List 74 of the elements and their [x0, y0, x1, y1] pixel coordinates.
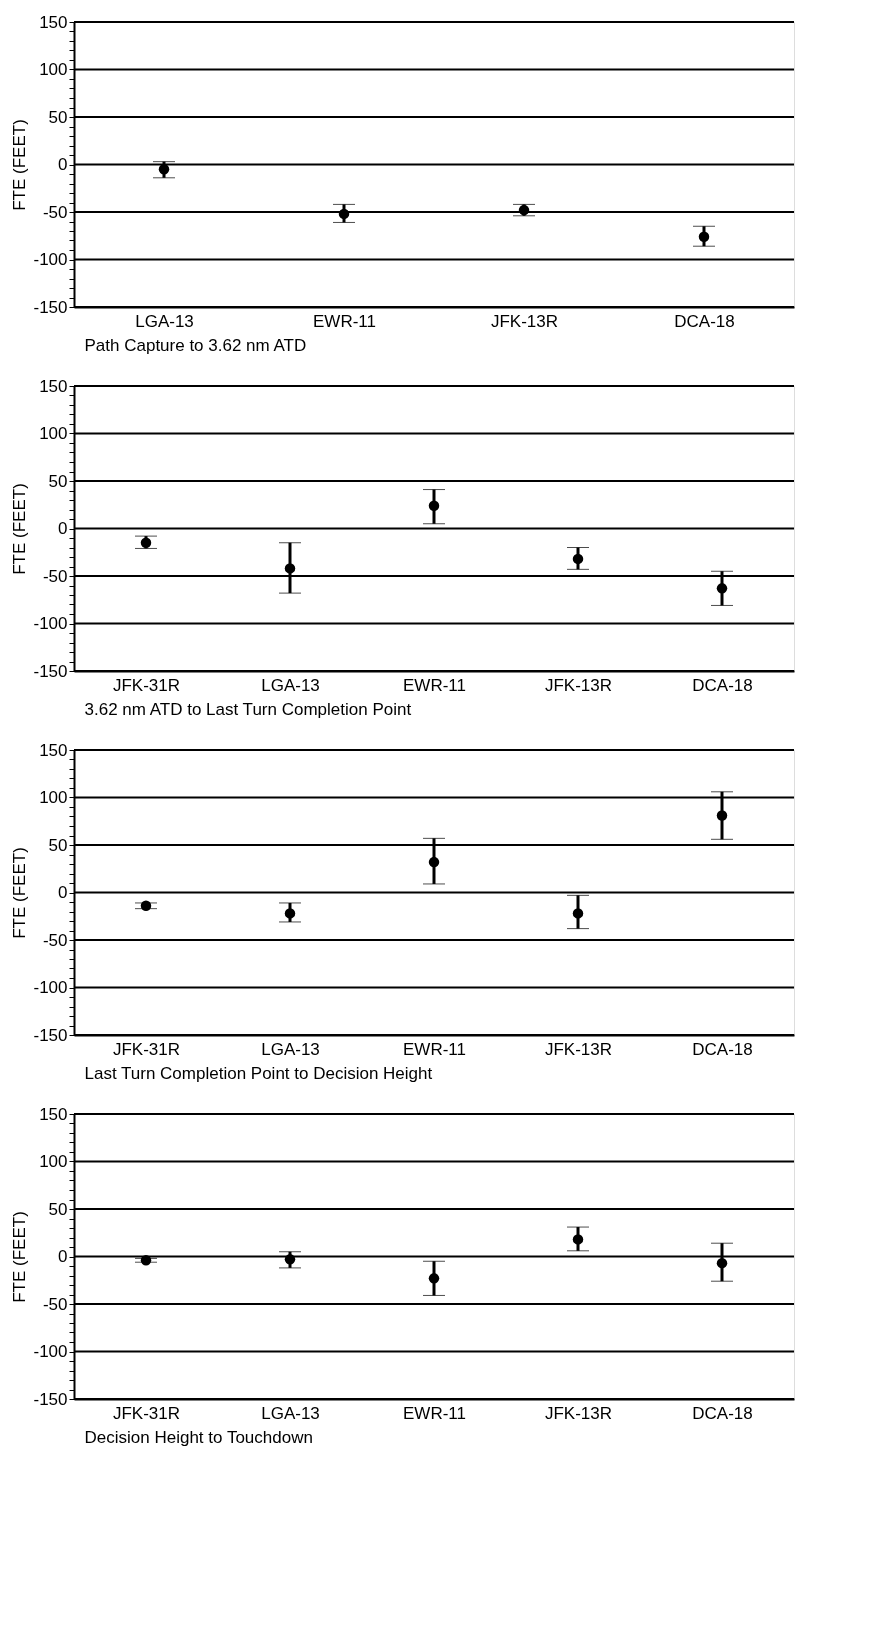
x-tick-label: JFK-31R	[112, 1403, 181, 1423]
y-tick-label: 100	[39, 788, 68, 807]
y-tick-label: 0	[58, 519, 68, 538]
y-tick-label: 50	[48, 107, 68, 127]
y-tick-label: 150	[39, 740, 68, 760]
x-tick-label: DCA-18	[674, 311, 735, 331]
x-tick-label: EWR-11	[403, 1403, 466, 1423]
y-tick-label: 100	[39, 424, 68, 443]
y-tick-label: -100	[33, 250, 68, 269]
point	[284, 1254, 296, 1265]
y-tick-label: -150	[33, 1025, 68, 1045]
x-tick-label: DCA-18	[692, 1403, 753, 1423]
y-axis-title: FTE (FEET)	[10, 119, 30, 211]
y-tick-label: -50	[42, 566, 68, 586]
x-tick-label: LGA-13	[261, 1039, 320, 1059]
x-axis-title: Path Capture to 3.62 nm ATD	[84, 335, 307, 355]
x-tick-label: DCA-18	[692, 1039, 753, 1059]
point	[428, 856, 440, 868]
y-tick-label: 50	[48, 835, 68, 855]
y-tick-label: 150	[39, 12, 68, 32]
x-tick-label: DCA-18	[692, 675, 753, 695]
point	[572, 553, 584, 565]
x-tick-label: EWR-11	[313, 311, 376, 331]
point	[140, 900, 152, 912]
point	[284, 908, 296, 919]
y-tick-label: -150	[33, 1389, 68, 1409]
y-tick-label: 150	[39, 1104, 68, 1124]
point	[158, 164, 170, 175]
y-tick-label: 50	[48, 1199, 68, 1219]
y-tick-label: -150	[33, 297, 68, 317]
x-tick-label: LGA-13	[261, 675, 320, 695]
point	[284, 563, 296, 574]
y-tick-label: -50	[42, 202, 68, 222]
point	[572, 1234, 584, 1245]
y-axis-title: FTE (FEET)	[10, 483, 30, 575]
point	[140, 537, 152, 548]
x-axis-title: 3.62 nm ATD to Last Turn Completion Point	[84, 699, 412, 719]
x-tick-label: JFK-13R	[544, 675, 613, 695]
point	[698, 231, 710, 242]
y-tick-label: -100	[33, 614, 68, 633]
x-tick-label: EWR-11	[403, 1039, 466, 1059]
x-tick-label: JFK-13R	[544, 1403, 613, 1423]
x-axis-title: Last Turn Completion Point to Decision Height	[84, 1063, 433, 1083]
point	[338, 208, 350, 220]
x-tick-label: LGA-13	[261, 1403, 320, 1423]
y-tick-label: -150	[33, 661, 68, 681]
y-tick-label: 0	[58, 1247, 68, 1266]
y-axis-title: FTE (FEET)	[10, 847, 30, 939]
y-tick-label: 100	[39, 60, 68, 79]
y-tick-label: 50	[48, 471, 68, 491]
x-axis-title: Decision Height to Touchdown	[84, 1427, 313, 1447]
point	[572, 908, 584, 919]
y-tick-label: -50	[42, 930, 68, 950]
y-tick-label: -50	[42, 1294, 68, 1314]
x-tick-label: JFK-31R	[112, 1039, 181, 1059]
x-tick-label: EWR-11	[403, 675, 466, 695]
y-tick-label: 100	[39, 1152, 68, 1171]
y-tick-label: 0	[58, 883, 68, 902]
x-tick-label: LGA-13	[135, 311, 194, 331]
point	[140, 1255, 152, 1266]
point	[716, 810, 728, 821]
y-tick-label: 0	[58, 155, 68, 174]
y-tick-label: -100	[33, 1342, 68, 1361]
y-tick-label: -100	[33, 978, 68, 997]
x-tick-label: JFK-31R	[112, 675, 181, 695]
point	[518, 204, 530, 216]
x-tick-label: JFK-13R	[490, 311, 559, 331]
y-tick-label: 150	[39, 376, 68, 396]
point	[716, 1257, 728, 1269]
y-axis-title: FTE (FEET)	[10, 1211, 30, 1303]
x-tick-label: JFK-13R	[544, 1039, 613, 1059]
point	[428, 500, 440, 511]
point	[716, 583, 728, 594]
point	[428, 1273, 440, 1284]
